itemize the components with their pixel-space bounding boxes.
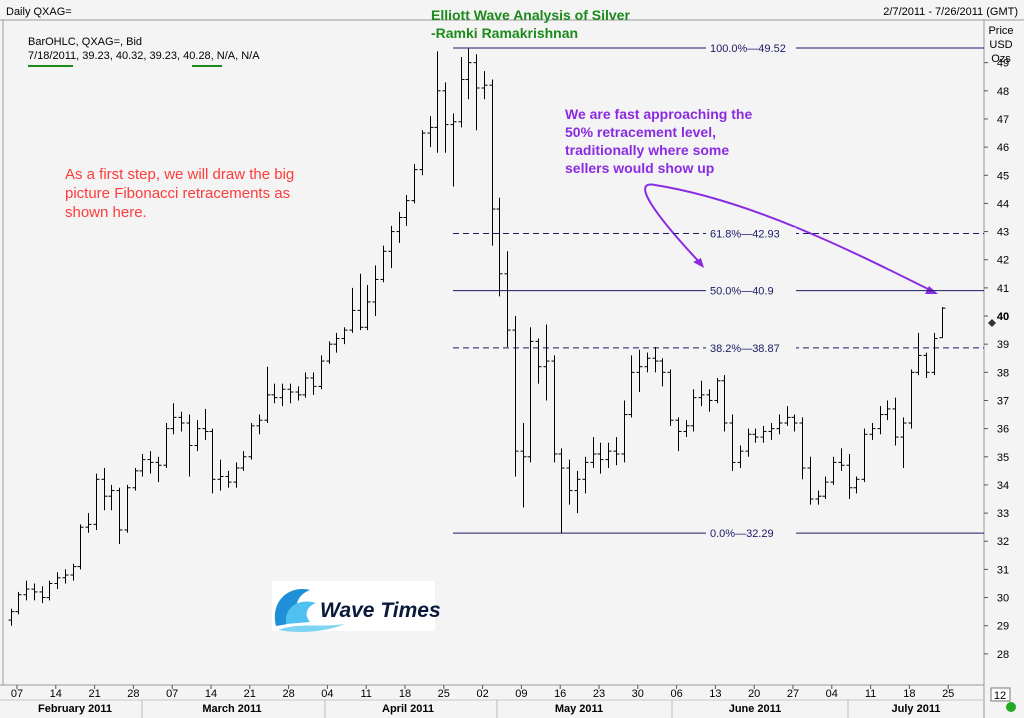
time-tick-label: 13	[709, 688, 721, 700]
price-tick-label: 45	[997, 170, 1009, 182]
price-tick-label: 47	[997, 114, 1009, 126]
price-tick-label: 33	[997, 508, 1009, 520]
price-axis-title-price: Price	[988, 25, 1013, 37]
purple-note-line-1: We are fast approaching the	[565, 106, 752, 122]
interval-box[interactable]	[990, 687, 1011, 702]
wave-times-logo: Wave Times	[272, 581, 441, 632]
price-axis-title-unit: Ozs	[991, 53, 1011, 65]
month-labels: February 2011 March 2011 April 2011 May 201…	[38, 700, 940, 718]
purple-arrow-to-61-head	[693, 258, 704, 268]
fib-label-bg	[706, 42, 796, 55]
month-label: May 2011	[555, 703, 603, 715]
price-axis-ticks: 28 29 30 31 32 33 34 35 36 37 38 39 40 41 42 43 44 45 46 47…	[984, 58, 1009, 661]
fib-level-label: 0.0%—32.29	[710, 528, 774, 540]
time-tick-label: 06	[670, 688, 682, 700]
fib-label-bg	[706, 341, 796, 354]
time-tick-label: 18	[903, 688, 915, 700]
date-range-label: 2/7/2011 - 7/26/2011 (GMT)	[883, 6, 1018, 18]
purple-note-line-3: traditionally where some	[565, 142, 729, 158]
fib-level-label: 61.8%—42.93	[710, 229, 780, 241]
price-tick-label: 40	[997, 311, 1009, 323]
price-tick-label: 38	[997, 367, 1009, 379]
fib-label-bg	[706, 227, 796, 240]
red-note-line-1: As a first step, we will draw the big	[65, 166, 294, 183]
chart-title: Elliott Wave Analysis of Silver	[431, 7, 630, 23]
time-tick-label: 21	[88, 688, 100, 700]
month-label: July 2011	[892, 703, 941, 715]
time-tick-label: 25	[942, 688, 954, 700]
month-label: February 2011	[38, 703, 112, 715]
price-tick-label: 29	[997, 621, 1009, 633]
price-tick-label: 44	[997, 198, 1009, 210]
price-tick-label: 41	[997, 283, 1009, 295]
time-tick-label: 07	[11, 688, 23, 700]
time-tick-label: 14	[50, 688, 62, 700]
purple-arrow-to-61-level	[644, 183, 703, 266]
symbol-label: Daily QXAG=	[6, 6, 72, 18]
price-tick-label: 37	[997, 395, 1009, 407]
purple-arrow-to-50-level	[654, 184, 935, 293]
current-price-label: 40	[997, 311, 1009, 323]
time-tick-label: 09	[515, 688, 527, 700]
time-tick-label: 20	[748, 688, 760, 700]
time-tick-label: 07	[166, 688, 178, 700]
time-tick-label: 04	[826, 688, 838, 700]
time-tick-label: 04	[321, 688, 333, 700]
time-tick-label: 30	[632, 688, 644, 700]
fib-label-bg	[706, 527, 796, 540]
fibonacci-levels: 100.0%—49.52 61.8%—42.93 50.0%—40.9 38.2%—3…	[453, 42, 984, 540]
purple-note-line-2: 50% retracement level,	[565, 124, 716, 140]
current-price-marker	[988, 319, 996, 327]
price-tick-label: 49	[997, 58, 1009, 70]
time-axis-ticks: 07 14 21 28 07 14 21 28 04 11 18 25 02 09 16 23 30 06 13 20…	[11, 685, 954, 700]
price-axis-title-currency: USD	[989, 39, 1012, 51]
fib-level-label: 100.0%—49.52	[710, 43, 786, 55]
fib-level-label: 50.0%—40.9	[710, 286, 774, 298]
interval-box-label: 12	[994, 690, 1006, 702]
time-tick-label: 28	[282, 688, 294, 700]
price-tick-label: 48	[997, 86, 1009, 98]
price-tick-label: 34	[997, 480, 1009, 492]
price-tick-label: 30	[997, 593, 1009, 605]
fib-level-label: 38.2%—38.87	[710, 343, 780, 355]
time-tick-label: 11	[360, 688, 371, 700]
time-tick-label: 21	[244, 688, 256, 700]
plot-area	[2, 19, 985, 686]
chart-subtitle: -Ramki Ramakrishnan	[431, 25, 578, 41]
price-tick-label: 31	[997, 564, 1009, 576]
time-tick-label: 27	[787, 688, 799, 700]
month-label: April 2011	[382, 703, 434, 715]
purple-arrow-to-50-head	[925, 286, 938, 294]
purple-note-line-4: sellers would show up	[565, 160, 714, 176]
red-note-line-3: shown here.	[65, 204, 147, 221]
time-tick-label: 23	[593, 688, 605, 700]
study-line: BarOHLC, QXAG=, Bid	[28, 36, 142, 48]
price-tick-label: 46	[997, 142, 1009, 154]
price-tick-label: 42	[997, 255, 1009, 267]
time-tick-label: 28	[127, 688, 139, 700]
time-tick-label: 18	[399, 688, 411, 700]
month-label: June 2011	[729, 703, 782, 715]
time-tick-label: 11	[865, 688, 876, 700]
price-tick-label: 28	[997, 649, 1009, 661]
time-tick-label: 25	[438, 688, 450, 700]
time-tick-label: 14	[205, 688, 217, 700]
wave-times-logo-text: Wave Times	[320, 599, 441, 622]
fib-label-bg	[706, 284, 796, 297]
time-tick-label: 16	[554, 688, 566, 700]
ohlc-readout: 7/18/2011, 39.23, 40.32, 39.23, 40.28, N…	[28, 50, 260, 62]
time-tick-label: 02	[476, 688, 488, 700]
price-tick-label: 36	[997, 424, 1009, 436]
price-bars	[8, 48, 946, 626]
price-tick-label: 43	[997, 227, 1009, 239]
month-label: March 2011	[202, 703, 261, 715]
status-dot	[1006, 702, 1016, 712]
price-tick-label: 39	[997, 339, 1009, 351]
red-note-line-2: picture Fibonacci retracements as	[65, 185, 290, 202]
price-tick-label: 32	[997, 536, 1009, 548]
price-tick-label: 35	[997, 452, 1009, 464]
